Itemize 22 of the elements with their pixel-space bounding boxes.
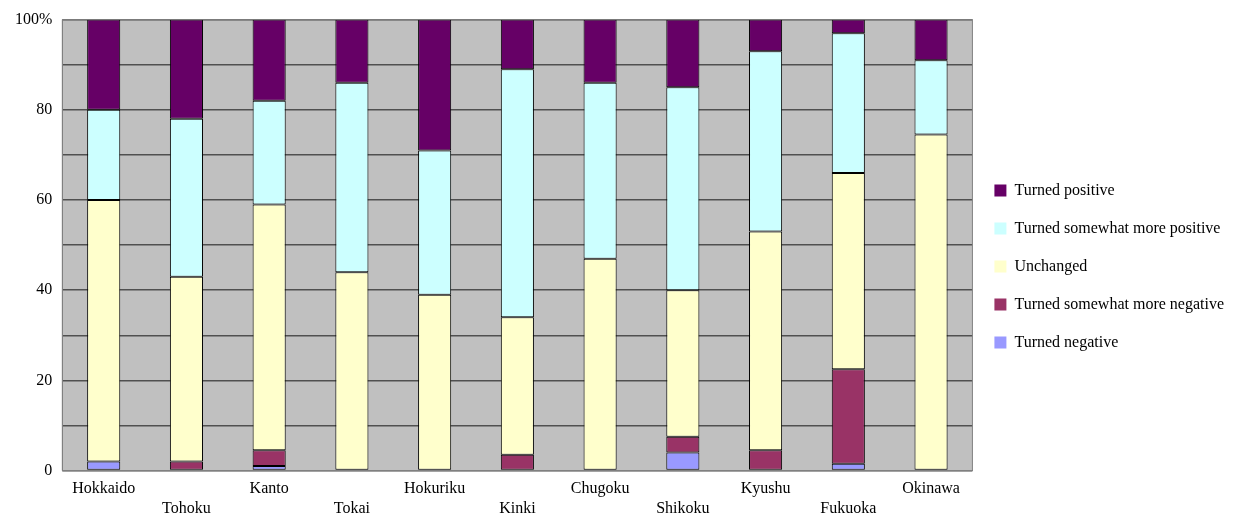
x-tick-label: Kanto [249,479,289,497]
x-tick-label: Kinki [499,498,537,516]
x-tick-label: Tohoku [162,498,211,516]
y-tick-label: 20 [36,370,53,388]
x-tick-label: Shikoku [656,498,710,516]
legend-label: Turned negative [1014,332,1119,351]
legend-label: Turned somewhat more positive [1014,218,1221,237]
legend-label: Turned somewhat more negative [1014,294,1225,313]
y-tick-label: 0 [44,460,53,478]
legend-label: Turned positive [1014,180,1115,199]
legend-label: Unchanged [1014,256,1088,275]
x-tick-label: Hokkaido [72,479,136,497]
x-tick-label: Chugoku [570,479,630,498]
x-tick-label: Tokai [333,498,371,516]
y-tick-label: 80 [36,100,53,117]
y-tick-label: 60 [36,190,53,208]
x-tick-label: Fukuoka [820,498,877,516]
y-tick-label: 40 [36,280,53,298]
x-tick-label: Kyushu [740,479,791,498]
x-tick-label: Hokuriku [403,479,466,497]
y-tick-label: 100% [15,9,53,27]
x-tick-label: Okinawa [902,479,960,497]
